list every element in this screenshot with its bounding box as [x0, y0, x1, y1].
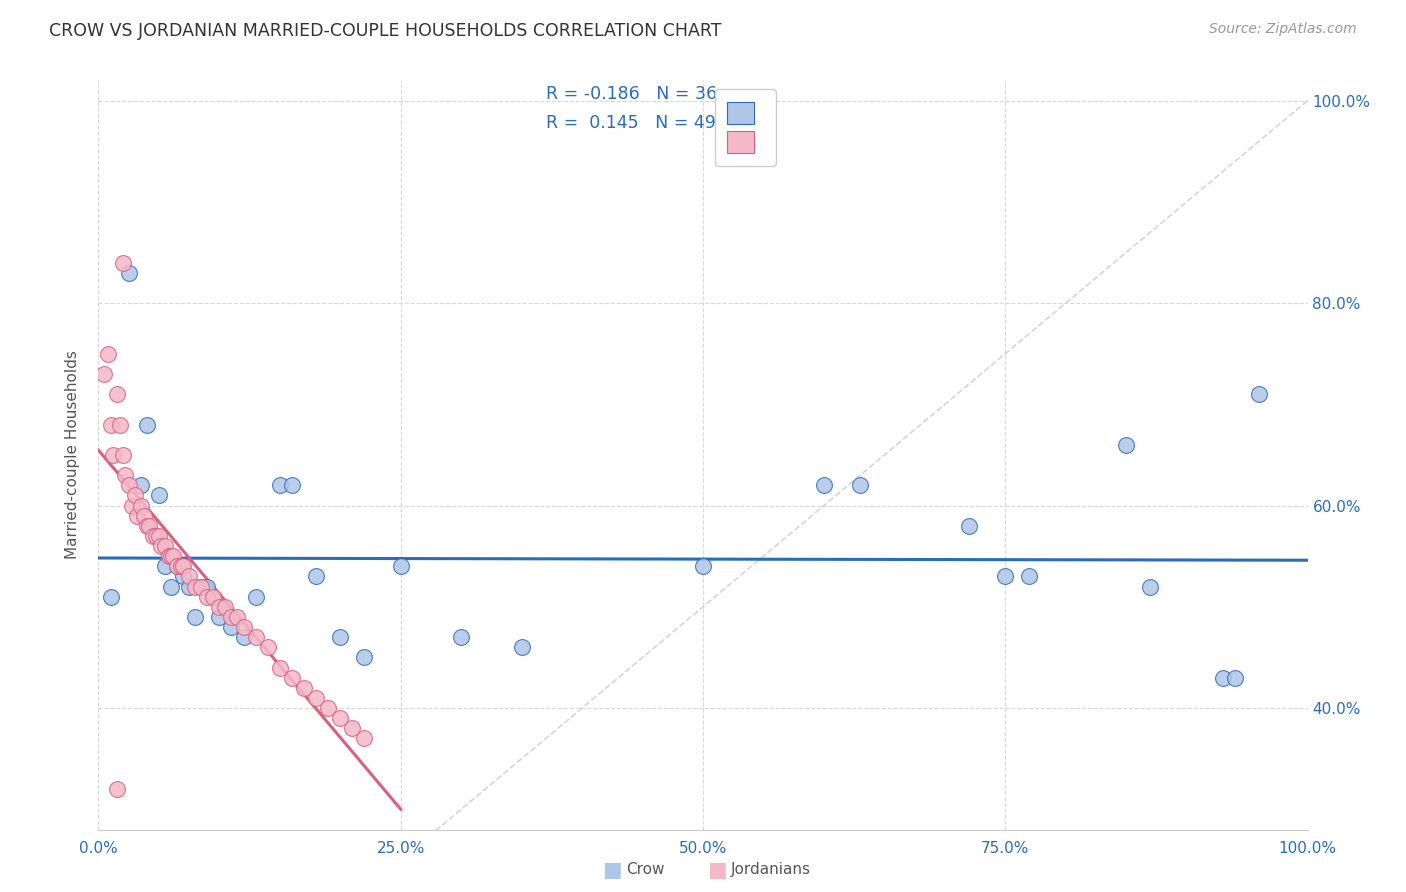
Point — [105, 782, 128, 797]
Point — [111, 448, 134, 462]
Point — [510, 640, 533, 655]
Text: Crow: Crow — [626, 863, 664, 877]
Point — [100, 590, 122, 604]
Point — [232, 620, 254, 634]
Point — [108, 417, 131, 432]
Point — [1249, 387, 1271, 401]
Point — [1212, 671, 1234, 685]
Point — [329, 711, 352, 725]
Point — [1018, 569, 1040, 583]
Point — [124, 488, 146, 502]
Point — [245, 590, 267, 604]
Point — [232, 630, 254, 644]
Text: R =  0.145   N = 49: R = 0.145 N = 49 — [546, 114, 716, 132]
Point — [221, 620, 243, 634]
Text: Source: ZipAtlas.com: Source: ZipAtlas.com — [1209, 22, 1357, 37]
Point — [281, 478, 304, 492]
Point — [148, 488, 170, 502]
Point — [160, 549, 183, 564]
Point — [172, 559, 194, 574]
Point — [134, 508, 156, 523]
Point — [342, 721, 364, 735]
Point — [245, 630, 267, 644]
Point — [145, 529, 167, 543]
Point — [281, 671, 304, 685]
Y-axis label: Married-couple Households: Married-couple Households — [65, 351, 80, 559]
Point — [153, 559, 176, 574]
Point — [179, 569, 201, 583]
Point — [157, 549, 180, 564]
Point — [166, 559, 188, 574]
Point — [135, 518, 157, 533]
Point — [111, 255, 134, 269]
Text: R = -0.186   N = 36: R = -0.186 N = 36 — [546, 85, 717, 103]
Point — [692, 559, 714, 574]
Point — [100, 417, 122, 432]
Point — [114, 468, 136, 483]
Point — [101, 448, 124, 462]
Point — [127, 508, 149, 523]
Point — [148, 529, 170, 543]
Point — [226, 610, 249, 624]
Point — [166, 559, 188, 574]
Point — [190, 580, 212, 594]
Point — [221, 610, 243, 624]
Point — [202, 590, 225, 604]
Point — [160, 580, 183, 594]
Point — [93, 367, 115, 381]
Point — [316, 701, 339, 715]
Point — [142, 529, 165, 543]
Text: ■: ■ — [707, 860, 727, 880]
Point — [450, 630, 472, 644]
Point — [97, 346, 120, 360]
Point — [121, 499, 143, 513]
Point — [118, 478, 141, 492]
Text: Jordanians: Jordanians — [731, 863, 811, 877]
Point — [269, 478, 291, 492]
Point — [1223, 671, 1246, 685]
Point — [813, 478, 835, 492]
Point — [1139, 580, 1161, 594]
Point — [105, 387, 128, 401]
Point — [305, 690, 328, 705]
Text: ■: ■ — [602, 860, 621, 880]
Point — [389, 559, 412, 574]
Point — [849, 478, 872, 492]
Point — [208, 610, 231, 624]
Point — [957, 518, 980, 533]
Point — [169, 559, 191, 574]
Point — [172, 569, 194, 583]
Point — [305, 569, 328, 583]
Point — [195, 580, 218, 594]
Point — [353, 731, 375, 746]
Point — [269, 660, 291, 674]
Point — [1115, 438, 1137, 452]
Point — [129, 478, 152, 492]
Point — [994, 569, 1017, 583]
Point — [118, 266, 141, 280]
Point — [353, 650, 375, 665]
Point — [195, 590, 218, 604]
Point — [153, 539, 176, 553]
Point — [208, 599, 231, 614]
Point — [138, 518, 160, 533]
Point — [292, 681, 315, 695]
Point — [184, 580, 207, 594]
Text: CROW VS JORDANIAN MARRIED-COUPLE HOUSEHOLDS CORRELATION CHART: CROW VS JORDANIAN MARRIED-COUPLE HOUSEHO… — [49, 22, 721, 40]
Point — [129, 499, 152, 513]
Point — [184, 610, 207, 624]
Point — [135, 417, 157, 432]
Point — [190, 580, 212, 594]
Point — [329, 630, 352, 644]
Point — [150, 539, 173, 553]
Point — [214, 599, 236, 614]
Legend: , : , — [714, 89, 776, 166]
Point — [162, 549, 184, 564]
Point — [256, 640, 278, 655]
Point — [179, 580, 201, 594]
